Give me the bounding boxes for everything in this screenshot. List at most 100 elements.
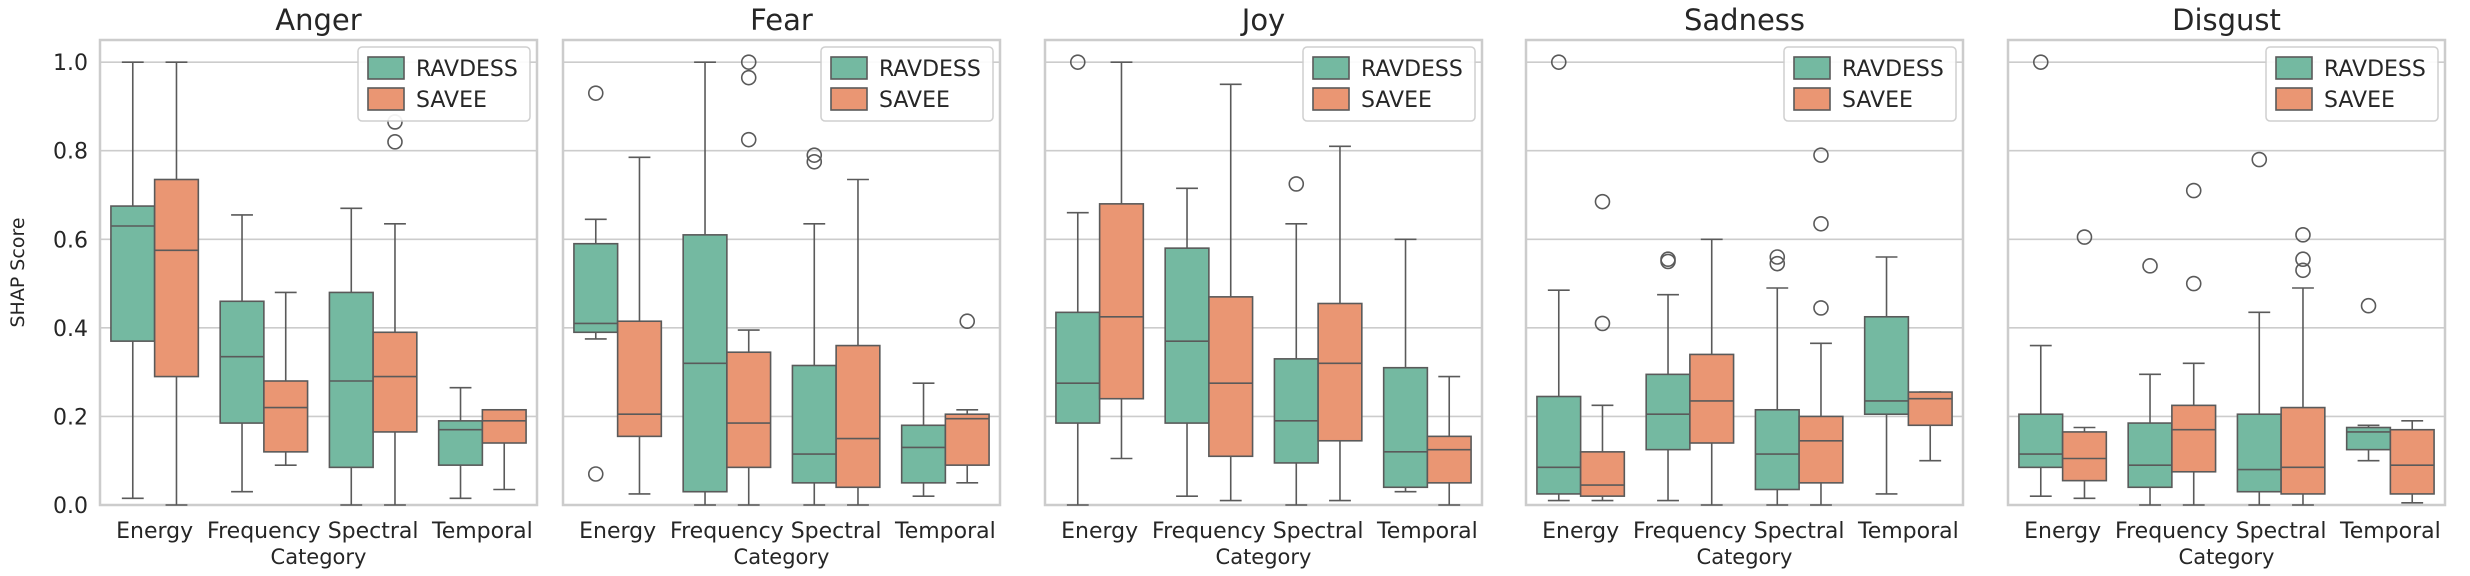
box-savee — [944, 413, 990, 466]
outlier-point — [1069, 54, 1086, 70]
box-ravdess — [1536, 395, 1582, 495]
outlier-point — [1813, 215, 1829, 232]
box-ravdess — [791, 364, 837, 484]
box-ravdess — [1863, 315, 1910, 416]
outlier-point — [2185, 182, 2202, 199]
y-tick-label: 0.2 — [53, 405, 88, 430]
box-ravdess — [2127, 422, 2173, 489]
x-tick-label: Temporal — [1857, 519, 1959, 544]
y-tick-label: 0.6 — [53, 228, 88, 253]
outlier-point — [740, 69, 757, 86]
x-axis-label: Category — [2179, 545, 2275, 569]
legend-label-ravdess: RAVDESS — [2324, 57, 2426, 82]
y-tick-label: 1.0 — [53, 51, 88, 76]
outlier-point — [2185, 275, 2202, 292]
legend-swatch-savee — [367, 87, 405, 111]
box-savee — [153, 178, 200, 378]
y-tick-label: 0.4 — [53, 317, 88, 342]
x-axis-label: Category — [734, 545, 830, 569]
box-savee — [1317, 302, 1363, 442]
chart-panel-fear: Fear Energy Frequency Spectral Temporal Categ… — [561, 3, 1002, 569]
outlier-point — [1813, 147, 1829, 163]
x-tick-label: Spectral — [791, 519, 882, 544]
chart-title: Disgust — [2172, 3, 2281, 37]
box-savee — [372, 331, 418, 433]
legend-label-ravdess: RAVDESS — [1842, 57, 1944, 82]
x-tick-label: Energy — [1542, 519, 1619, 544]
chart-title: Sadness — [1684, 3, 1805, 37]
box-ravdess — [1164, 247, 1210, 424]
outlier-point — [587, 85, 604, 101]
x-tick-label: Frequency — [1152, 519, 1266, 544]
outlier-point — [387, 134, 403, 150]
box-savee — [726, 351, 772, 469]
outlier-point — [740, 131, 757, 148]
outlier-point — [587, 466, 604, 482]
outlier-point — [959, 313, 976, 330]
box-ravdess — [2345, 426, 2392, 451]
legend: RAVDESS SAVEE — [2265, 46, 2439, 122]
outlier-point — [806, 147, 823, 163]
legend-swatch-ravdess — [2275, 56, 2313, 80]
x-tick-label: Energy — [1061, 519, 1138, 544]
x-tick-label: Frequency — [207, 519, 321, 544]
x-axis-label: Category — [271, 545, 367, 569]
box-ravdess — [437, 420, 484, 466]
x-tick-label: Temporal — [431, 519, 533, 544]
x-tick-label: Spectral — [1273, 519, 1364, 544]
box-ravdess — [1382, 366, 1429, 489]
x-tick-label: Temporal — [1376, 519, 1478, 544]
y-tick-label: 0.0 — [53, 494, 88, 519]
chart-panel-joy: Joy Energy Frequency Spectral Temporal Catego… — [1043, 3, 1484, 569]
outlier-point — [2142, 258, 2158, 274]
box-savee — [1689, 353, 1735, 444]
box-ravdess — [2236, 413, 2282, 493]
outlier-point — [1550, 54, 1567, 70]
box-ravdess — [900, 424, 947, 484]
outlier-point — [1769, 249, 1786, 265]
legend-swatch-ravdess — [830, 56, 868, 80]
outlier-point — [2360, 297, 2377, 314]
chart-panel-disgust: Disgust Energy Frequency Spectral Temporal Ca… — [2006, 3, 2447, 569]
legend-swatch-ravdess — [1312, 56, 1350, 80]
outlier-point — [2032, 54, 2049, 70]
box-ravdess — [219, 300, 265, 424]
chart-title: Joy — [1240, 3, 1285, 37]
box-savee — [1208, 296, 1254, 458]
box-savee — [835, 344, 881, 489]
chart-title: Fear — [750, 3, 813, 37]
legend-label-ravdess: RAVDESS — [416, 57, 518, 82]
legend-label-ravdess: RAVDESS — [1361, 57, 1463, 82]
legend-label-savee: SAVEE — [2324, 88, 2395, 113]
box-savee — [1098, 203, 1145, 400]
legend-swatch-ravdess — [1793, 56, 1831, 80]
legend-label-savee: SAVEE — [416, 88, 487, 113]
box-savee — [2280, 406, 2326, 495]
chart-panel-anger: 0.0 0.2 0.4 0.6 0.8 1.0 SHAP Score Anger Energy F… — [7, 3, 539, 569]
chart-panel-sadness: Sadness Energy Frequency Spectral Temporal Ca… — [1524, 3, 1965, 569]
outlier-point — [2251, 151, 2268, 168]
legend: RAVDESS SAVEE — [1783, 46, 1957, 122]
x-tick-label: Frequency — [1633, 519, 1747, 544]
outlier-point — [1594, 315, 1611, 332]
box-savee — [616, 320, 663, 438]
x-tick-label: Temporal — [894, 519, 996, 544]
legend-label-savee: SAVEE — [1361, 88, 1432, 113]
outlier-point — [1769, 255, 1786, 272]
x-tick-label: Frequency — [670, 519, 784, 544]
outlier-point — [1288, 176, 1305, 192]
box-savee — [263, 380, 309, 453]
box-ravdess — [328, 291, 374, 469]
outlier-point — [2295, 251, 2311, 268]
y-tick-label: 0.8 — [53, 140, 88, 165]
x-tick-label: Energy — [579, 519, 656, 544]
box-savee — [2171, 404, 2217, 473]
x-tick-label: Spectral — [1754, 519, 1845, 544]
outlier-point — [2295, 227, 2311, 243]
chart-title: Anger — [275, 3, 361, 37]
legend: RAVDESS SAVEE — [820, 46, 994, 122]
box-savee — [1579, 451, 1626, 497]
box-ravdess — [1754, 408, 1800, 491]
legend: RAVDESS SAVEE — [1302, 46, 1476, 122]
box-savee — [2061, 431, 2108, 482]
